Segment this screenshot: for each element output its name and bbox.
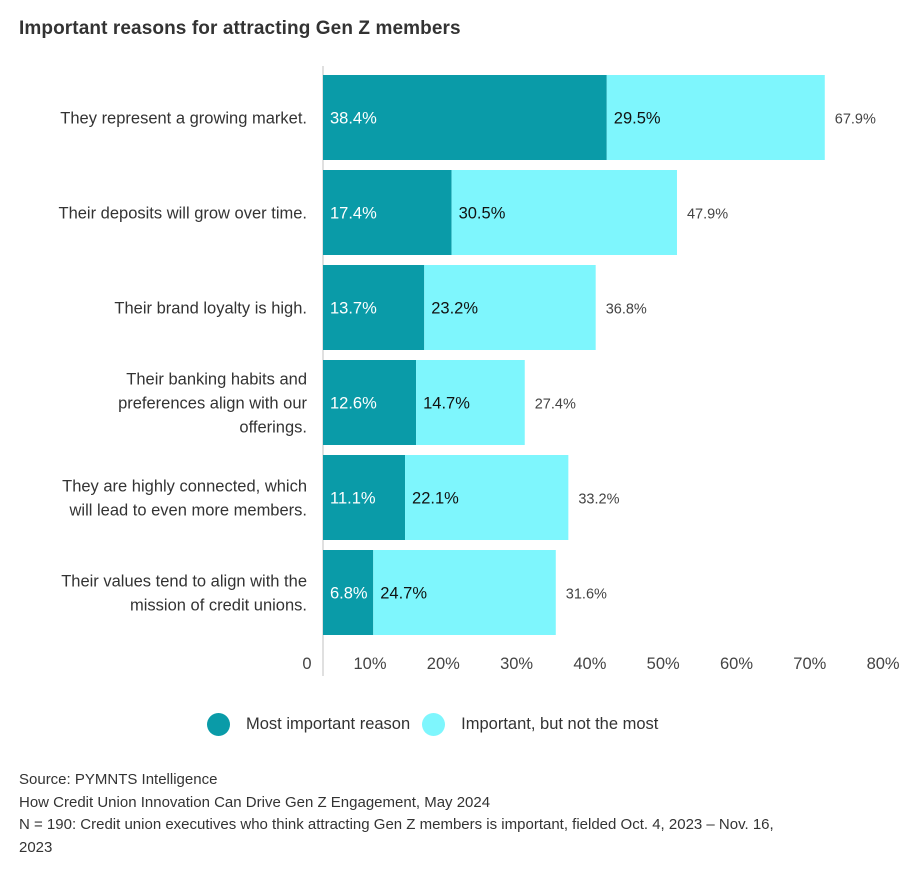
data-label-total: 36.8%: [606, 302, 647, 318]
chart-title: Important reasons for attracting Gen Z m…: [19, 18, 461, 39]
legend-item-most-important: Most important reason: [207, 713, 410, 736]
legend-swatch-light: [422, 713, 446, 736]
sample-note: N = 190: Credit union executives who thi…: [19, 816, 774, 833]
legend-label: Most important reason: [246, 715, 411, 733]
bar-chart: 38.4% 29.5% 67.9% They represent a growing …: [59, 66, 900, 676]
category-label: They represent a growing market.: [60, 110, 307, 128]
data-label-most-important: 13.7%: [330, 300, 377, 318]
bar-important: [424, 265, 596, 350]
data-label-most-important: 38.4%: [330, 110, 377, 128]
data-label-most-important: 17.4%: [330, 205, 377, 223]
data-label-total: 33.2%: [578, 492, 619, 508]
x-tick-label: 60%: [720, 655, 753, 673]
bar-most-important: [323, 550, 374, 635]
legend-swatch-dark: [207, 713, 230, 736]
category-label: They are highly connected, which will lea…: [62, 478, 307, 520]
legend-label: Important, but not the most: [461, 715, 659, 733]
x-tick-label: 0: [302, 655, 311, 673]
data-label-important: 22.1%: [412, 490, 459, 508]
x-tick-label: 20%: [427, 655, 460, 673]
sample-note-cont: 2023: [19, 838, 53, 856]
data-label-important: 23.2%: [431, 300, 478, 318]
data-label-total: 67.9%: [835, 112, 876, 128]
footer-notes: Source: PYMNTS Intelligence How Credit U…: [19, 769, 919, 859]
bar-important: [606, 75, 825, 160]
bar-important: [373, 550, 556, 635]
source-note: Source: PYMNTS Intelligence: [19, 771, 218, 788]
x-tick-label: 30%: [500, 655, 533, 673]
data-label-most-important: 12.6%: [330, 395, 377, 413]
bar-most-important: [323, 455, 406, 540]
data-label-important: 29.5%: [614, 110, 661, 128]
report-note: How Credit Union Innovation Can Drive Ge…: [19, 793, 491, 811]
data-label-total: 31.6%: [566, 587, 607, 603]
x-tick-label: 10%: [353, 655, 386, 673]
x-tick-label: 70%: [793, 655, 826, 673]
data-label-important: 24.7%: [380, 585, 427, 603]
x-tick-label: 40%: [573, 655, 606, 673]
category-label: Their brand loyalty is high.: [114, 300, 307, 318]
x-tick-label: 80%: [867, 655, 900, 673]
bar-most-important: [323, 360, 417, 445]
data-label-most-important: 11.1%: [330, 490, 376, 508]
data-label-total: 27.4%: [535, 397, 576, 413]
data-label-total: 47.9%: [687, 207, 728, 223]
category-label: Their values tend to align with the missi…: [61, 573, 307, 615]
data-label-important: 14.7%: [423, 395, 470, 413]
x-tick-label: 50%: [647, 655, 680, 673]
data-label-most-important: 6.8%: [330, 585, 368, 603]
category-label: Their deposits will grow over time.: [59, 205, 308, 223]
legend-item-important: Important, but not the most: [422, 713, 658, 736]
bar-most-important: [323, 265, 425, 350]
legend: Most important reason Important, but not…: [207, 713, 670, 736]
data-label-important: 30.5%: [459, 205, 506, 223]
bar-important: [405, 455, 569, 540]
bar-important: [416, 360, 525, 445]
category-label: Their banking habits and preferences alig…: [118, 371, 307, 437]
bar-most-important: [323, 75, 607, 160]
bar-most-important: [323, 170, 452, 255]
bar-important: [451, 170, 677, 255]
